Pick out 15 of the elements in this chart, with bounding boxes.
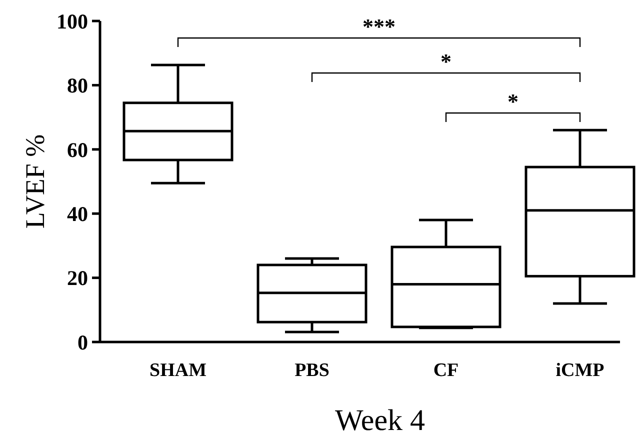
x-tick-label: iCMP <box>556 360 605 381</box>
annotation: * <box>440 49 452 74</box>
x-tick-label: SHAM <box>150 360 207 381</box>
x-axis-title: Week 4 <box>334 404 426 437</box>
y-tick-label: 60 <box>67 138 88 162</box>
y-tick-label: 20 <box>67 266 88 290</box>
y-tick-label: 100 <box>56 9 88 34</box>
y-tick-label: 80 <box>67 74 88 98</box>
annotation: * <box>508 89 518 114</box>
y-axis-title: LVEF % <box>20 134 50 229</box>
y-tick-label: 0 <box>78 330 88 354</box>
y-tick-label: 40 <box>67 202 88 226</box>
annotation: *** <box>362 14 396 39</box>
x-tick-label: CF <box>433 360 459 381</box>
x-tick-label: PBS <box>294 360 330 381</box>
